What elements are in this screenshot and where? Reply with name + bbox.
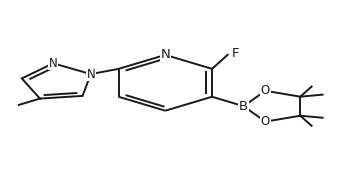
Text: B: B	[239, 100, 248, 113]
Text: N: N	[49, 57, 58, 70]
Text: O: O	[261, 115, 270, 128]
Text: O: O	[261, 84, 270, 97]
Text: N: N	[160, 48, 170, 61]
Text: F: F	[232, 47, 239, 60]
Text: N: N	[86, 68, 95, 81]
